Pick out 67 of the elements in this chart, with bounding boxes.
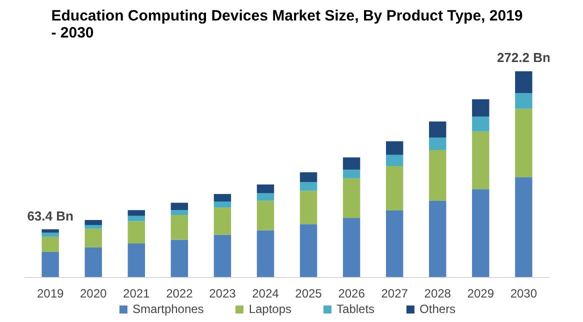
legend-label: Laptops (248, 302, 292, 316)
bar (429, 122, 446, 138)
bar (300, 172, 318, 182)
bar (515, 177, 532, 278)
bar (84, 220, 102, 225)
bar (214, 234, 232, 278)
x-tick-label: 2019 (36, 286, 64, 300)
bar (386, 154, 404, 166)
bar (214, 201, 232, 208)
bar (84, 247, 102, 278)
chart-title: Education Computing Devices Market Size, By Product Type, 2019 - 2030 (51, 8, 523, 42)
annotation: 63.4 Bn (27, 208, 74, 224)
x-tick-label: 2028 (424, 286, 452, 300)
bar (515, 108, 532, 178)
bar (214, 208, 232, 235)
x-tick-label: 2022 (166, 286, 194, 300)
bar (515, 93, 532, 109)
x-tick-label: 2024 (252, 286, 280, 300)
bar (472, 116, 490, 132)
bar (128, 221, 145, 244)
annotation: 272.2 Bn (496, 50, 550, 66)
bar (170, 240, 188, 278)
x-tick-label: 2030 (510, 286, 538, 300)
legend-label: Others (420, 302, 456, 316)
bar (256, 200, 274, 230)
bar (386, 141, 404, 155)
bar (342, 218, 360, 278)
x-tick-label: 2023 (209, 286, 236, 300)
bar (515, 71, 532, 94)
bar (42, 252, 59, 278)
bar (472, 99, 490, 117)
x-tick-label: 2027 (381, 286, 408, 300)
x-tick-label: 2025 (295, 286, 322, 300)
bar (214, 194, 232, 202)
bar (429, 200, 446, 278)
legend-label: Tablets (336, 302, 375, 316)
bar (170, 210, 188, 216)
bar (342, 178, 360, 218)
x-tick-label: 2020 (80, 286, 108, 300)
bar (42, 236, 59, 252)
bar (170, 202, 188, 210)
bar (84, 228, 102, 248)
bar (84, 224, 102, 229)
bar (386, 166, 404, 211)
bar (472, 131, 490, 190)
bar (170, 215, 188, 240)
x-tick-label: 2021 (123, 286, 150, 300)
bar (386, 210, 404, 278)
bar (429, 150, 446, 201)
bar (128, 216, 145, 222)
x-tick-label: 2026 (338, 286, 366, 300)
bar (128, 210, 145, 216)
bar (300, 190, 318, 224)
bar (429, 138, 446, 150)
bar (472, 189, 490, 278)
bar (42, 229, 59, 233)
legend-label: Smartphones (132, 302, 204, 316)
bar (300, 224, 318, 278)
bar (342, 170, 360, 178)
x-tick-label: 2029 (467, 286, 494, 300)
bar (300, 182, 318, 191)
bar (256, 184, 274, 194)
bar (342, 157, 360, 170)
bar (42, 232, 59, 237)
bar (256, 193, 274, 201)
bar (128, 243, 145, 278)
bar (256, 230, 274, 278)
